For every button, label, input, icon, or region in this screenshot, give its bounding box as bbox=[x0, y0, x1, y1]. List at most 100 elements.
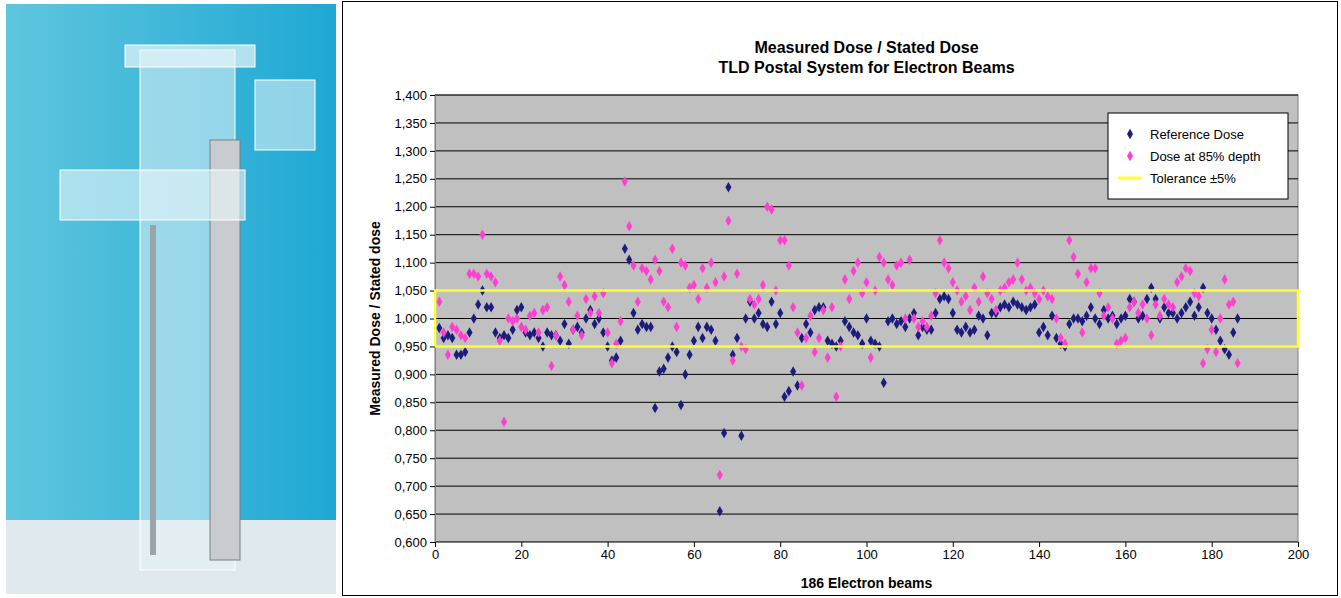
legend-label: Dose at 85% depth bbox=[1150, 149, 1261, 164]
data-point bbox=[1040, 322, 1046, 333]
data-point bbox=[622, 176, 628, 187]
data-point bbox=[712, 277, 718, 288]
data-point bbox=[976, 296, 982, 307]
data-point bbox=[1191, 310, 1197, 321]
x-tick: 40 bbox=[601, 542, 615, 562]
legend-swatch bbox=[1127, 129, 1133, 140]
data-point bbox=[471, 313, 477, 324]
x-tick-label: 60 bbox=[687, 547, 701, 562]
y-tick-label: 1,100 bbox=[394, 255, 427, 270]
data-point bbox=[963, 291, 969, 302]
data-point bbox=[1217, 336, 1223, 347]
legend-box bbox=[1108, 113, 1288, 199]
data-point bbox=[652, 403, 658, 414]
y-tick-mark bbox=[430, 458, 435, 459]
x-tick: 140 bbox=[1029, 542, 1051, 562]
data-point bbox=[773, 319, 779, 330]
y-tick-mark bbox=[430, 514, 435, 515]
grid-line bbox=[435, 458, 1298, 459]
grid-line bbox=[435, 430, 1298, 431]
data-point bbox=[501, 417, 507, 428]
y-tick: 1,350 bbox=[394, 116, 435, 131]
x-tick: 80 bbox=[773, 542, 787, 562]
data-point bbox=[777, 308, 783, 319]
data-point bbox=[769, 204, 775, 215]
data-point bbox=[963, 322, 969, 333]
legend-label: Tolerance ±5% bbox=[1150, 171, 1236, 186]
data-point bbox=[958, 327, 964, 338]
data-point bbox=[1096, 319, 1102, 330]
y-tick-label: 0,700 bbox=[394, 479, 427, 494]
chart-frame bbox=[343, 2, 1338, 596]
y-tick-label: 1,000 bbox=[394, 311, 427, 326]
data-point bbox=[1170, 302, 1176, 313]
data-point bbox=[1226, 350, 1232, 361]
data-point bbox=[553, 330, 559, 341]
data-point bbox=[803, 333, 809, 344]
data-point bbox=[1079, 316, 1085, 327]
data-point bbox=[674, 322, 680, 333]
data-point bbox=[1196, 291, 1202, 302]
data-point bbox=[583, 294, 589, 305]
data-point bbox=[445, 350, 451, 361]
data-point bbox=[648, 274, 654, 285]
y-tick: 1,200 bbox=[394, 199, 435, 214]
data-point bbox=[1092, 263, 1098, 274]
y-tick-label: 1,400 bbox=[394, 88, 427, 103]
data-point bbox=[756, 308, 762, 319]
data-point bbox=[846, 294, 852, 305]
data-point bbox=[570, 324, 576, 335]
data-point bbox=[734, 269, 740, 280]
data-point bbox=[945, 294, 951, 305]
grid-line bbox=[435, 514, 1298, 515]
data-point bbox=[497, 336, 503, 347]
data-point bbox=[1010, 274, 1016, 285]
data-point bbox=[466, 327, 472, 338]
data-point bbox=[596, 308, 602, 319]
y-tick-mark bbox=[430, 486, 435, 487]
data-point bbox=[618, 316, 624, 327]
data-point bbox=[1144, 313, 1150, 324]
data-point bbox=[678, 400, 684, 411]
data-point bbox=[721, 428, 727, 439]
y-tick-mark bbox=[430, 235, 435, 236]
data-point bbox=[1049, 294, 1055, 305]
data-point bbox=[1174, 277, 1180, 288]
x-tick-label: 80 bbox=[773, 547, 787, 562]
data-point bbox=[820, 305, 826, 316]
y-tick-label: 1,050 bbox=[394, 283, 427, 298]
data-point bbox=[479, 229, 485, 240]
data-point bbox=[514, 313, 520, 324]
data-point bbox=[738, 431, 744, 442]
y-axis: 0,6000,6500,7000,7500,8000,8500,9000,950… bbox=[394, 88, 435, 550]
y-tick-mark bbox=[430, 179, 435, 180]
data-point bbox=[907, 255, 913, 266]
data-point bbox=[876, 252, 882, 263]
data-point bbox=[652, 255, 658, 266]
x-tick: 0 bbox=[432, 542, 439, 562]
data-point bbox=[1217, 313, 1223, 324]
data-point bbox=[1222, 274, 1228, 285]
data-point bbox=[928, 310, 934, 321]
data-point bbox=[1105, 302, 1111, 313]
x-tick: 160 bbox=[1115, 542, 1137, 562]
data-point bbox=[1075, 269, 1081, 280]
data-point bbox=[583, 313, 589, 324]
x-axis: 020406080100120140160180200 bbox=[432, 542, 1309, 562]
data-point bbox=[1213, 347, 1219, 358]
y-tick-label: 0,650 bbox=[394, 507, 427, 522]
data-point bbox=[1187, 296, 1193, 307]
data-point bbox=[1079, 327, 1085, 338]
x-tick-label: 100 bbox=[856, 547, 878, 562]
y-tick-label: 1,350 bbox=[394, 116, 427, 131]
x-tick: 100 bbox=[856, 542, 878, 562]
data-point bbox=[725, 215, 731, 226]
data-point bbox=[712, 336, 718, 347]
x-tick-label: 120 bbox=[942, 547, 964, 562]
data-point bbox=[799, 380, 805, 391]
data-point bbox=[1230, 296, 1236, 307]
data-point bbox=[1235, 313, 1241, 324]
data-point bbox=[1092, 313, 1098, 324]
data-point bbox=[1036, 327, 1042, 338]
y-tick-mark bbox=[430, 542, 435, 543]
